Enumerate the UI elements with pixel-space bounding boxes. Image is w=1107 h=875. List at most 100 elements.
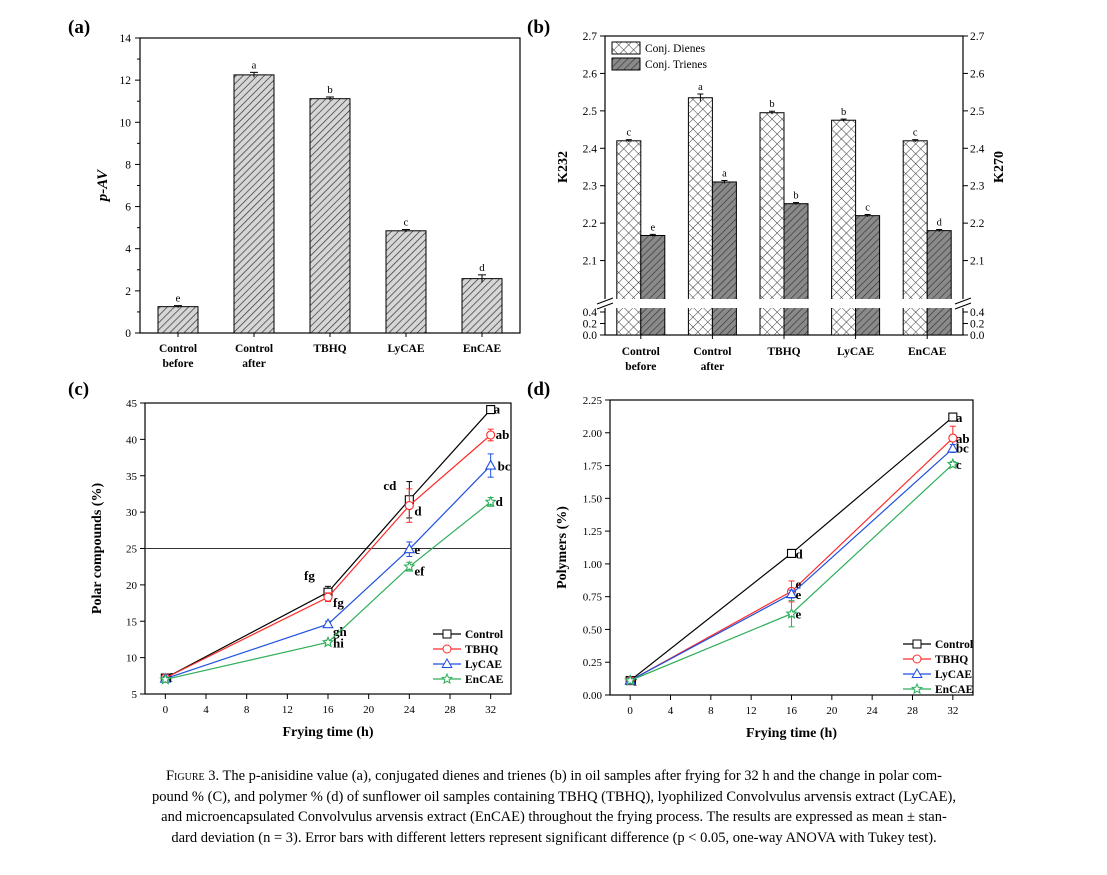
figure-caption: Figure 3. The p-anisidine value (a), con…: [18, 766, 1090, 848]
panel-b-bar: [926, 230, 952, 336]
panel-d-xtick-label: 12: [746, 705, 757, 717]
panel-c-series-control-line: [165, 409, 492, 679]
panel-d-xtick-label: 28: [907, 705, 919, 717]
panel-d-label: (d): [527, 379, 550, 400]
panel-c-ytick-label: 40: [126, 434, 138, 446]
panel-a-chart: (a) 0 2 4 6 8 10 12 14 p-AV e Control before a Control…: [68, 17, 521, 370]
panel-b-letter: b: [769, 99, 774, 110]
panel-a-ytick-label: 8: [125, 159, 131, 171]
panel-c-series-tbhq-line: [165, 434, 492, 679]
panel-d-legend-marker: [910, 682, 924, 695]
panel-b-letter: a: [722, 168, 727, 179]
panel-a-letter: b: [327, 84, 333, 96]
panel-b-bar: [687, 97, 713, 336]
panel-c-series-tbhq-point: [486, 430, 496, 440]
panel-b-break-mark: [596, 297, 614, 305]
panel-a-ytick-label: 4: [125, 244, 131, 256]
panel-b-ytick-label-right: 2.1: [970, 256, 985, 268]
panel-b-letter: d: [937, 218, 943, 229]
panel-d-series-encae-letter: e: [796, 607, 802, 622]
panel-d-xlabel: Frying time (h): [746, 726, 837, 741]
panel-c-legend-label: Control: [465, 629, 503, 641]
panel-b-ylabel-left: K232: [556, 151, 571, 183]
panel-a-ytick-label: 6: [125, 202, 131, 214]
panel-d-xtick-label: 24: [867, 705, 879, 717]
panel-a-xtick-label: EnCAE: [463, 343, 502, 355]
panel-c-xtick-label: 28: [445, 704, 457, 716]
panel-d-series-encae-letter: c: [956, 457, 962, 472]
panel-d-ytick-label: 1.00: [583, 559, 603, 571]
panel-a-xtick-label: Control: [235, 343, 273, 355]
panel-b-bar: [759, 112, 785, 336]
panel-c-series-lycae-point: [403, 543, 416, 554]
panel-a-bar: [309, 98, 351, 334]
panel-a-xtick-label: after: [242, 358, 266, 370]
panel-d-frame: [609, 399, 974, 696]
panel-b-ytick-label-right: 0.4: [970, 307, 985, 319]
panel-a-xtick-label: TBHQ: [313, 343, 346, 355]
panel-c-label: (c): [68, 379, 89, 400]
panel-c-series-control-letter: fg: [304, 568, 315, 583]
panel-b-ytick-label: 2.6: [583, 68, 598, 80]
panel-d-xtick-label: 20: [826, 705, 838, 717]
panel-b-ytick-label: 2.4: [583, 143, 598, 155]
panel-c-series-control-point: [486, 404, 496, 415]
panel-d-series-lycae-letter: e: [796, 587, 802, 602]
panel-b-legend-label: Conj. Dienes: [645, 43, 706, 55]
panel-b-ytick-label-right: 2.5: [970, 106, 985, 118]
panel-c-series-control-letter: cd: [383, 478, 397, 493]
panel-d-legend-label: EnCAE: [935, 684, 974, 696]
panel-b-letter: e: [650, 222, 655, 233]
panel-d-ytick-label: 1.75: [583, 461, 603, 473]
panel-a-bar: [157, 306, 199, 334]
panel-b-ytick-label: 2.1: [583, 256, 598, 268]
panel-b-ytick-label: 0.2: [583, 319, 598, 331]
panel-d-xtick-label: 16: [786, 705, 798, 717]
panel-c-xtick-label: 20: [363, 704, 375, 716]
panel-d-legend-marker: [911, 667, 923, 678]
panel-a-ytick-label: 0: [125, 328, 131, 340]
panel-c-xtick-label: 0: [163, 704, 169, 716]
panel-a-bar: [461, 278, 503, 334]
panel-b-chart: (b) 2.1 2.1 2.2 2.2 2.3 2.3 2.4 2.4 2.5 2.5 2.6 2.6 2…: [527, 17, 1007, 373]
panel-b-ytick-label-right: 2.2: [970, 218, 985, 230]
panel-b-bar: [855, 215, 881, 336]
panel-c-ytick-label: 10: [126, 653, 138, 665]
panel-c-series-tbhq-letter: ab: [496, 427, 510, 442]
panel-b-ytick-label: 2.2: [583, 218, 598, 230]
panel-d-ytick-label: 2.25: [583, 395, 603, 407]
panel-d-series-encae-point: [785, 607, 798, 619]
panel-d-xtick-label: 32: [947, 705, 958, 717]
panel-b-letter: a: [698, 82, 703, 93]
panel-c-xlabel: Frying time (h): [283, 725, 374, 740]
panel-d-legend-label: TBHQ: [935, 654, 968, 666]
panel-b-xtick-label: Control: [622, 346, 660, 358]
panel-c-xtick-label: 8: [244, 704, 250, 716]
panel-d-xtick-label: 4: [668, 705, 674, 717]
panel-b-ytick-label-right: 2.6: [970, 68, 985, 80]
panel-c-series-lycae-point: [484, 459, 497, 470]
panel-a-letter: e: [176, 293, 181, 305]
panel-c-legend-label: EnCAE: [465, 674, 504, 686]
panel-c-ytick-label: 45: [126, 398, 138, 410]
panel-d-ytick-label: 2.00: [583, 428, 603, 440]
panel-d-chart: (d) 0.00 0.25 0.50 0.75 1.00 1.25 1.50 1.75 2.00 2…: [527, 379, 974, 741]
panel-d-series-control-letter: f: [633, 674, 638, 689]
panel-c-series-encae-point: [403, 560, 416, 572]
panel-a-ytick-label: 14: [120, 33, 132, 45]
caption-line-4: dard deviation (n = 3). Error bars with …: [171, 829, 937, 846]
panel-b-ytick-label: 0.0: [583, 330, 598, 342]
panel-b-bar: [640, 234, 666, 336]
panel-c-series-lycae-line: [165, 465, 492, 680]
panel-d-ytick-label: 0.25: [583, 657, 603, 669]
panel-b-ytick-label-right: 2.4: [970, 143, 985, 155]
panel-b-ytick-label-right: 2.7: [970, 31, 985, 43]
panel-d-series-control-line: [629, 416, 954, 682]
panel-d-legend: Control TBHQ LyCAE EnCAE: [903, 639, 974, 696]
panel-b-letter: c: [913, 128, 918, 139]
panel-c-xtick-label: 24: [404, 704, 416, 716]
panel-c-series-encae-letter: ef: [414, 564, 425, 579]
panel-d-xtick-label: 0: [627, 705, 633, 717]
panel-c-xtick-label: 16: [323, 704, 335, 716]
panel-b-label: (b): [527, 17, 550, 38]
